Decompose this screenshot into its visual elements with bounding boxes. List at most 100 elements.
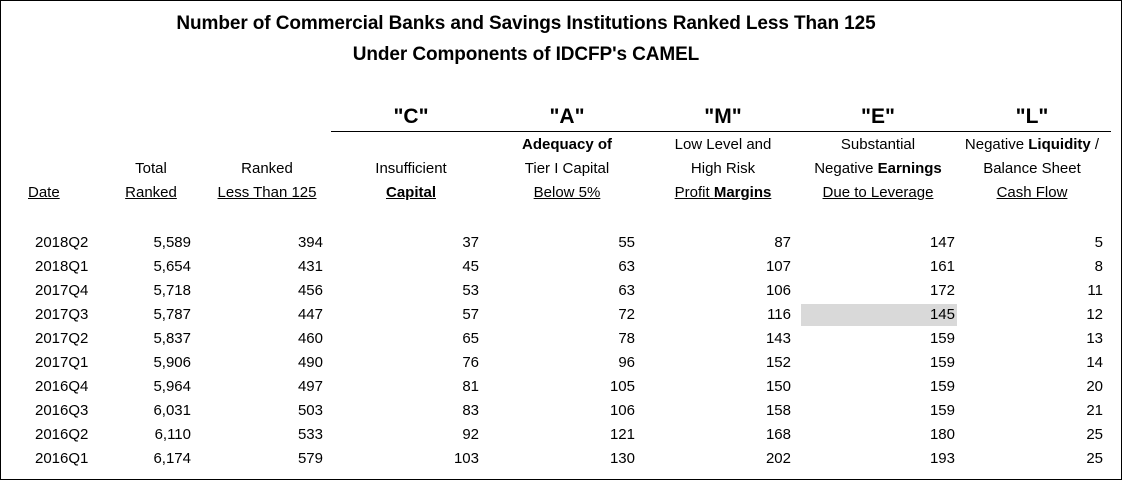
cell-a-value: 121 — [609, 426, 635, 443]
cell-m-value: 150 — [765, 378, 791, 395]
table-title-line1: Number of Commercial Banks and Savings I… — [176, 13, 876, 34]
cell-a-value: 96 — [618, 354, 635, 371]
cell-m-value: 158 — [765, 402, 791, 419]
cell-e-value: 159 — [929, 330, 955, 347]
highlighted-cell — [801, 304, 957, 326]
component-l-header-line2: Balance Sheet — [983, 160, 1081, 177]
row-date: 2016Q2 — [35, 426, 89, 443]
cell-total-ranked: 5,718 — [153, 282, 191, 299]
cell-c-value: 65 — [462, 330, 479, 347]
row-date: 2017Q1 — [35, 354, 89, 371]
row-date: 2016Q4 — [35, 378, 89, 395]
component-e-header-line1: Substantial — [840, 136, 916, 153]
cell-l-value: 25 — [1086, 450, 1103, 467]
component-e-header-line3: Due to Leverage — [822, 184, 934, 201]
component-m-header-line2: High Risk — [690, 160, 756, 177]
cell-l-value: 20 — [1086, 378, 1103, 395]
cell-c-value: 81 — [462, 378, 479, 395]
cell-a-value: 72 — [618, 306, 635, 323]
cell-e-value: 180 — [929, 426, 955, 443]
cell-ranked-less-than-125: 497 — [297, 378, 323, 395]
cell-a-value: 78 — [618, 330, 635, 347]
cell-total-ranked: 5,654 — [153, 258, 191, 275]
component-a-header-line1: Adequacy of — [521, 136, 612, 153]
cell-m-value: 106 — [765, 282, 791, 299]
row-date: 2017Q2 — [35, 330, 89, 347]
cell-ranked-less-than-125: 460 — [297, 330, 323, 347]
component-letter-e: "E" — [861, 105, 895, 128]
component-letter-a: "A" — [549, 105, 585, 128]
component-m-header-line1: Low Level and — [674, 136, 772, 153]
component-letter-c: "C" — [393, 105, 429, 128]
cell-a-value: 63 — [618, 258, 635, 275]
cell-e-value: 159 — [929, 354, 955, 371]
component-a-header-line3: Below 5% — [533, 184, 601, 201]
cell-c-value: 37 — [462, 234, 479, 251]
cell-l-value: 12 — [1086, 306, 1103, 323]
cell-l-value: 14 — [1086, 354, 1103, 371]
cell-e-value: 147 — [929, 234, 955, 251]
cell-a-value: 63 — [618, 282, 635, 299]
component-letter-m: "M" — [704, 105, 742, 128]
cell-total-ranked: 5,787 — [153, 306, 191, 323]
cell-ranked-less-than-125: 431 — [297, 258, 323, 275]
component-c-header-line3: Capital — [385, 184, 436, 201]
cell-total-ranked: 5,906 — [153, 354, 191, 371]
cell-l-value: 8 — [1094, 258, 1103, 275]
cell-m-value: 107 — [765, 258, 791, 275]
cell-ranked-less-than-125: 579 — [297, 450, 323, 467]
cell-m-value: 143 — [765, 330, 791, 347]
column-header-ranked-line1: Ranked — [241, 160, 293, 177]
row-date: 2017Q4 — [35, 282, 89, 299]
component-letter-l: "L" — [1015, 105, 1049, 128]
cell-c-value: 103 — [453, 450, 479, 467]
row-date: 2018Q1 — [35, 258, 89, 275]
column-header-ranked-line2: Less Than 125 — [217, 184, 317, 201]
row-date: 2016Q1 — [35, 450, 89, 467]
row-date: 2016Q3 — [35, 402, 89, 419]
cell-e-value: 161 — [929, 258, 955, 275]
cell-m-value: 152 — [765, 354, 791, 371]
cell-l-value: 13 — [1086, 330, 1103, 347]
column-header-total-line2: Ranked — [125, 184, 177, 201]
cell-m-value: 116 — [767, 306, 791, 323]
row-date: 2017Q3 — [35, 306, 89, 323]
cell-c-value: 92 — [462, 426, 479, 443]
cell-c-value: 45 — [462, 258, 479, 275]
cell-ranked-less-than-125: 456 — [297, 282, 323, 299]
cell-total-ranked: 5,837 — [153, 330, 191, 347]
cell-total-ranked: 5,589 — [153, 234, 191, 251]
cell-c-value: 57 — [462, 306, 479, 323]
component-l-header-line1: Negative Liquidity / — [964, 136, 1100, 153]
cell-l-value: 25 — [1086, 426, 1103, 443]
component-a-header-line2: Tier I Capital — [524, 160, 610, 177]
cell-e-value: 145 — [929, 306, 955, 323]
cell-e-value: 193 — [929, 450, 955, 467]
cell-m-value: 168 — [765, 426, 791, 443]
cell-ranked-less-than-125: 394 — [297, 234, 323, 251]
component-l-header-line3: Cash Flow — [996, 184, 1068, 201]
column-header-total-line1: Total — [135, 160, 167, 177]
cell-l-value: 11 — [1087, 282, 1103, 299]
cell-a-value: 106 — [609, 402, 635, 419]
cell-c-value: 76 — [462, 354, 479, 371]
component-e-header-line2: Negative Earnings — [814, 160, 942, 177]
cell-ranked-less-than-125: 490 — [297, 354, 323, 371]
cell-total-ranked: 5,964 — [153, 378, 191, 395]
table-title-line2: Under Components of IDCFP's CAMEL — [352, 44, 700, 65]
cell-c-value: 83 — [462, 402, 479, 419]
cell-l-value: 21 — [1086, 402, 1103, 419]
cell-ranked-less-than-125: 533 — [297, 426, 323, 443]
cell-a-value: 130 — [609, 450, 635, 467]
cell-e-value: 172 — [929, 282, 955, 299]
cell-total-ranked: 6,110 — [154, 426, 191, 443]
cell-c-value: 53 — [462, 282, 479, 299]
cell-e-value: 159 — [929, 378, 955, 395]
row-date: 2018Q2 — [35, 234, 89, 251]
cell-total-ranked: 6,031 — [153, 402, 191, 419]
cell-m-value: 87 — [774, 234, 791, 251]
cell-ranked-less-than-125: 503 — [297, 402, 323, 419]
cell-m-value: 202 — [765, 450, 791, 467]
cell-e-value: 159 — [929, 402, 955, 419]
